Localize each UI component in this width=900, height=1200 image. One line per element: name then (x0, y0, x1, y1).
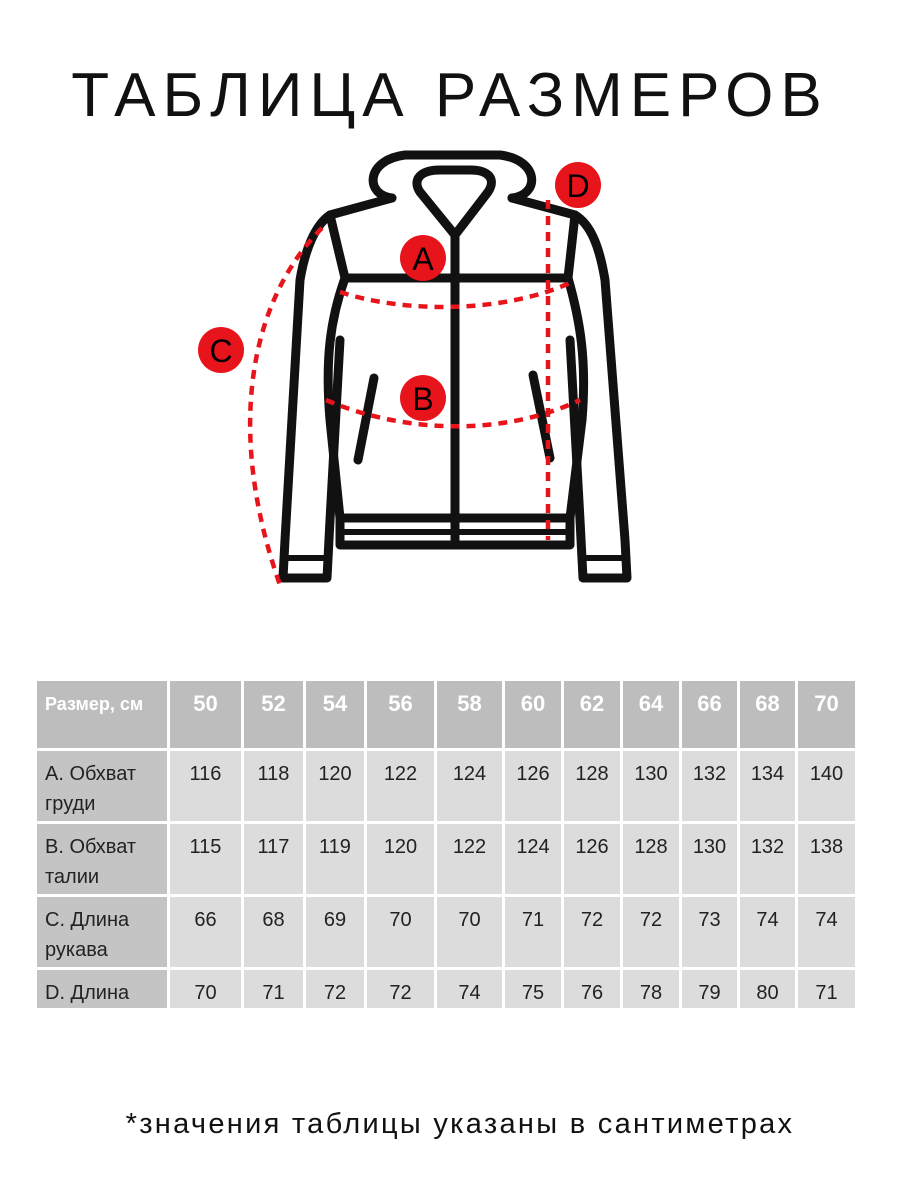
size-header: 60 (505, 681, 561, 748)
size-header: 68 (740, 681, 795, 748)
table-cell: 74 (740, 897, 795, 967)
table-cell: 120 (367, 824, 434, 894)
table-row: D. Длина 70 71 72 72 74 75 76 78 79 80 71 (37, 970, 855, 1008)
size-table: Размер, см 50 52 54 56 58 60 62 64 66 68 70 A. Обхва… (34, 678, 858, 1011)
table-cell: 117 (244, 824, 303, 894)
table-cell: 126 (564, 824, 620, 894)
size-header: 64 (623, 681, 679, 748)
table-cell: 68 (244, 897, 303, 967)
table-cell: 72 (306, 970, 364, 1008)
row-label: D. Длина (37, 970, 167, 1008)
jacket-outline (278, 150, 632, 583)
table-cell: 118 (244, 751, 303, 821)
table-cell: 122 (367, 751, 434, 821)
table-cell: 75 (505, 970, 561, 1008)
marker-label: A (412, 241, 434, 277)
jacket-diagram: A B C D (198, 150, 632, 586)
table-cell: 132 (740, 824, 795, 894)
table-cell: 122 (437, 824, 502, 894)
marker-label: B (412, 381, 433, 417)
table-cell: 73 (682, 897, 737, 967)
table-cell: 138 (798, 824, 855, 894)
table-cell: 132 (682, 751, 737, 821)
table-cell: 78 (623, 970, 679, 1008)
table-cell: 71 (798, 970, 855, 1008)
size-header: 50 (170, 681, 241, 748)
table-cell: 130 (682, 824, 737, 894)
table-cell: 128 (623, 824, 679, 894)
table-cell: 124 (437, 751, 502, 821)
marker-c: C (198, 327, 244, 373)
table-row: B. Обхват талии 115 117 119 120 122 124 126 128 1… (37, 824, 855, 894)
footnote: *значения таблицы указаны в сантиметрах (125, 1108, 795, 1140)
table-cell: 71 (505, 897, 561, 967)
size-header: 58 (437, 681, 502, 748)
table-cell: 120 (306, 751, 364, 821)
table-cell: 124 (505, 824, 561, 894)
table-cell: 74 (798, 897, 855, 967)
header-row: Размер, см 50 52 54 56 58 60 62 64 66 68 70 (37, 681, 855, 748)
table-cell: 66 (170, 897, 241, 967)
row-label: C. Длина рукава (37, 897, 167, 967)
size-header: 56 (367, 681, 434, 748)
table-cell: 74 (437, 970, 502, 1008)
table-cell: 70 (170, 970, 241, 1008)
table-row: C. Длина рукава 66 68 69 70 70 71 72 72 73 74 74 (37, 897, 855, 967)
measurement-lines (247, 200, 581, 586)
table-cell: 71 (244, 970, 303, 1008)
marker-b: B (400, 375, 446, 421)
table-cell: 80 (740, 970, 795, 1008)
size-header: 62 (564, 681, 620, 748)
row-label: B. Обхват талии (37, 824, 167, 894)
size-header: 70 (798, 681, 855, 748)
marker-d: D (555, 162, 601, 208)
marker-a: A (400, 235, 446, 281)
marker-label: D (566, 168, 589, 204)
size-header: 52 (244, 681, 303, 748)
page-title: ТАБЛИЦА РАЗМЕРОВ (71, 61, 829, 130)
size-header: 66 (682, 681, 737, 748)
table-cell: 69 (306, 897, 364, 967)
table-cell: 134 (740, 751, 795, 821)
table-cell: 70 (437, 897, 502, 967)
row-label: A. Обхват груди (37, 751, 167, 821)
size-header: 54 (306, 681, 364, 748)
table-cell: 128 (564, 751, 620, 821)
table-cell: 119 (306, 824, 364, 894)
table-cell: 76 (564, 970, 620, 1008)
table-cell: 130 (623, 751, 679, 821)
marker-label: C (209, 333, 232, 369)
table-cell: 72 (564, 897, 620, 967)
header-label: Размер, см (37, 681, 167, 748)
table-cell: 70 (367, 897, 434, 967)
table-cell: 72 (367, 970, 434, 1008)
table-cell: 79 (682, 970, 737, 1008)
table-cell: 116 (170, 751, 241, 821)
table-cell: 115 (170, 824, 241, 894)
table-cell: 72 (623, 897, 679, 967)
table-row: A. Обхват груди 116 118 120 122 124 126 128 130 1… (37, 751, 855, 821)
table-cell: 140 (798, 751, 855, 821)
table-cell: 126 (505, 751, 561, 821)
